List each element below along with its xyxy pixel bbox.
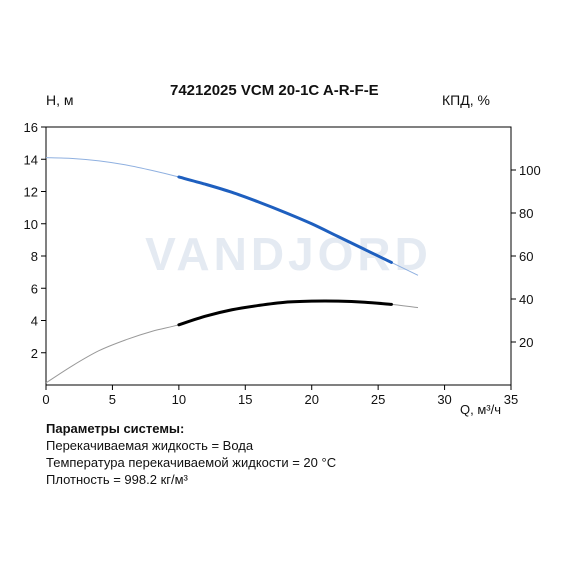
param-temperature: Температура перекачиваемой жидкости = 20… (46, 455, 337, 470)
series-efficiency-operating-line (177, 299, 393, 327)
y-left-tick-label: 14 (24, 152, 38, 167)
watermark-text: VANDJORD (145, 228, 432, 280)
x-tick-label: 10 (172, 392, 186, 407)
series-head-operating-line (177, 175, 393, 264)
y-left-tick-label: 4 (31, 314, 38, 329)
y-right-tick-label: 20 (519, 335, 533, 350)
system-parameters-header: Параметры системы: (46, 421, 185, 436)
x-tick-label: 15 (238, 392, 252, 407)
series-efficiency-full-line (45, 300, 419, 384)
x-tick-label: 5 (109, 392, 116, 407)
x-tick-label: 25 (371, 392, 385, 407)
x-tick-label: 35 (504, 392, 518, 407)
chart-title: 74212025 VCM 20-1C A-R-F-E (170, 82, 379, 99)
system-parameters: Параметры системы: Перекачиваемая жидкос… (46, 420, 336, 488)
y-left-tick-label: 8 (31, 249, 38, 264)
y-right-tick-label: 40 (519, 292, 533, 307)
y-left-tick-label: 2 (31, 346, 38, 361)
y-axis-label-head: H, м (46, 92, 74, 108)
x-tick-label: 30 (437, 392, 451, 407)
param-density: Плотность = 998.2 кг/м³ (46, 472, 188, 487)
y-axis-label-efficiency: КПД, % (442, 92, 490, 108)
y-left-tick-label: 10 (24, 217, 38, 232)
y-left-tick-label: 6 (31, 281, 38, 296)
y-right-tick-label: 60 (519, 249, 533, 264)
y-right-tick-label: 100 (519, 163, 541, 178)
y-left-tick-label: 12 (24, 185, 38, 200)
y-right-tick-label: 80 (519, 206, 533, 221)
param-liquid: Перекачиваемая жидкость = Вода (46, 438, 254, 453)
y-left-tick-label: 16 (24, 120, 38, 135)
x-tick-label: 20 (304, 392, 318, 407)
x-axis-label-flow: Q, м³/ч (460, 402, 501, 417)
x-tick-label: 0 (42, 392, 49, 407)
